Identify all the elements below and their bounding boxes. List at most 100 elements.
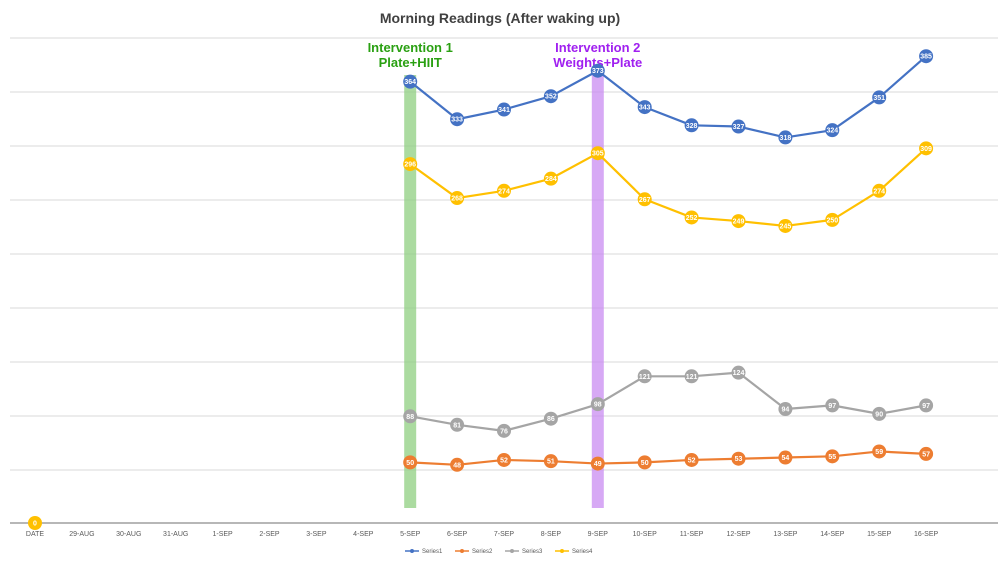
data-label: 50 <box>641 460 649 467</box>
series-lines <box>409 55 927 466</box>
data-label: 328 <box>686 123 698 130</box>
data-label: 86 <box>547 416 555 423</box>
intervention-band-2 <box>591 75 604 508</box>
data-label: 296 <box>404 162 416 169</box>
data-point <box>684 369 699 384</box>
data-label: 364 <box>404 79 416 86</box>
x-tick-label: 1-SEP <box>212 531 233 538</box>
data-point <box>497 423 511 438</box>
legend-entry-label: Series1 <box>422 549 443 555</box>
data-label: 124 <box>733 370 745 377</box>
data-point <box>637 455 652 470</box>
data-point <box>825 212 840 227</box>
x-tick-label: 14-SEP <box>820 531 844 538</box>
data-label: 333 <box>451 117 463 124</box>
data-label: 341 <box>498 107 510 114</box>
data-label: 274 <box>498 188 510 195</box>
data-point <box>497 102 511 117</box>
x-axis-ticks: DATE 29-AUG 30-AUG 31-AUG 1-SEP 2-SEP 3-SEP 4-S… <box>26 531 939 538</box>
data-point <box>403 74 418 89</box>
intervention-bands <box>404 75 604 508</box>
x-tick-label: 12-SEP <box>726 531 750 538</box>
data-point <box>590 456 605 471</box>
legend-entry-label: Series3 <box>522 549 543 555</box>
data-point <box>731 214 746 229</box>
x-tick-label: 9-SEP <box>588 531 609 538</box>
data-point <box>450 457 465 472</box>
data-point <box>450 112 465 127</box>
data-point <box>450 417 465 432</box>
x-tick-label: 3-SEP <box>306 531 327 538</box>
legend-swatch-marker <box>410 549 414 553</box>
x-tick-label: 7-SEP <box>494 531 515 538</box>
series-points: 364 333 341 352 373 343 328 327 318 324 351 385 50 48… <box>28 49 934 530</box>
data-label: 55 <box>828 454 836 461</box>
data-point <box>825 123 840 138</box>
data-label: 284 <box>545 176 557 183</box>
data-point <box>731 451 746 466</box>
data-point <box>497 452 511 467</box>
data-point <box>778 130 793 145</box>
data-label: 52 <box>688 457 696 464</box>
data-point <box>684 452 699 467</box>
data-label: 98 <box>594 402 602 409</box>
data-label: 59 <box>875 449 883 456</box>
legend-swatch-marker <box>460 549 464 553</box>
intervention-sublabel-2: Weights+Plate <box>553 55 642 70</box>
data-point <box>403 455 418 470</box>
x-tick-label: 15-SEP <box>867 531 891 538</box>
data-point <box>637 192 652 207</box>
data-point <box>778 218 793 233</box>
data-point <box>543 89 558 104</box>
data-point <box>543 454 558 469</box>
data-label: 97 <box>922 403 930 410</box>
data-point <box>825 449 840 464</box>
data-label: 50 <box>406 460 414 467</box>
data-point <box>637 369 652 384</box>
data-point <box>403 157 418 172</box>
series-line-4 <box>409 147 927 228</box>
legend-entry-label: Series2 <box>472 549 493 555</box>
x-tick-label: 31-AUG <box>163 531 188 538</box>
intervention-sublabel-1: Plate+HIIT <box>379 55 442 70</box>
data-label: 97 <box>828 403 836 410</box>
data-point <box>825 398 840 413</box>
data-point <box>450 191 465 206</box>
data-label: 81 <box>453 422 461 429</box>
data-label: 249 <box>733 219 745 226</box>
data-label: 305 <box>592 151 604 158</box>
data-label: 343 <box>639 105 651 112</box>
data-point <box>543 411 558 426</box>
data-point <box>919 446 934 461</box>
x-tick-label: 16-SEP <box>914 531 938 538</box>
data-label: 327 <box>733 124 745 131</box>
data-label: 250 <box>826 217 838 224</box>
data-label: 51 <box>547 459 555 466</box>
legend: Series1 Series2 Series3 Series4 <box>405 549 593 555</box>
data-point <box>872 90 887 105</box>
data-point <box>919 141 934 156</box>
data-point <box>919 49 934 64</box>
data-point <box>731 365 746 380</box>
data-label: 267 <box>639 197 651 204</box>
data-label: 324 <box>826 128 838 135</box>
data-point <box>590 146 605 161</box>
x-tick-label: 8-SEP <box>541 531 562 538</box>
data-label: 94 <box>782 407 790 414</box>
data-label: 318 <box>780 135 792 142</box>
data-point <box>872 183 887 198</box>
data-point <box>778 402 793 417</box>
x-tick-label: 6-SEP <box>447 531 468 538</box>
x-tick-label: 13-SEP <box>773 531 797 538</box>
data-label: 52 <box>500 457 508 464</box>
data-label: 90 <box>875 411 883 418</box>
data-point <box>872 444 887 459</box>
data-label: 54 <box>782 455 790 462</box>
series-line-2 <box>410 450 927 466</box>
data-label: 76 <box>500 428 508 435</box>
data-point <box>590 63 605 78</box>
x-tick-label: 5-SEP <box>400 531 421 538</box>
data-label: 252 <box>686 215 698 222</box>
